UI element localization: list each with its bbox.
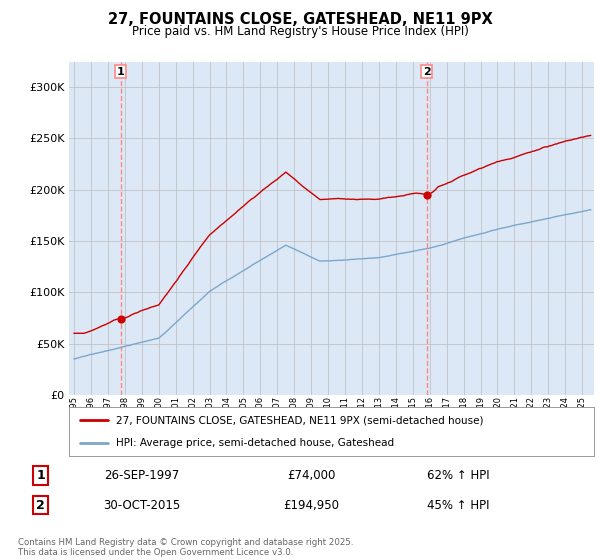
- Text: 27, FOUNTAINS CLOSE, GATESHEAD, NE11 9PX (semi-detached house): 27, FOUNTAINS CLOSE, GATESHEAD, NE11 9PX…: [116, 416, 484, 426]
- Text: Contains HM Land Registry data © Crown copyright and database right 2025.
This d: Contains HM Land Registry data © Crown c…: [18, 538, 353, 557]
- Text: HPI: Average price, semi-detached house, Gateshead: HPI: Average price, semi-detached house,…: [116, 438, 394, 448]
- Text: 30-OCT-2015: 30-OCT-2015: [103, 498, 181, 512]
- Text: 62% ↑ HPI: 62% ↑ HPI: [427, 469, 489, 482]
- Text: £194,950: £194,950: [283, 498, 339, 512]
- Text: 45% ↑ HPI: 45% ↑ HPI: [427, 498, 489, 512]
- Text: 26-SEP-1997: 26-SEP-1997: [104, 469, 180, 482]
- Text: 27, FOUNTAINS CLOSE, GATESHEAD, NE11 9PX: 27, FOUNTAINS CLOSE, GATESHEAD, NE11 9PX: [107, 12, 493, 27]
- Point: [116, 315, 125, 324]
- Text: 2: 2: [36, 498, 45, 512]
- Text: Price paid vs. HM Land Registry's House Price Index (HPI): Price paid vs. HM Land Registry's House …: [131, 25, 469, 38]
- Text: 1: 1: [117, 67, 125, 77]
- Point: [422, 190, 432, 199]
- Text: 1: 1: [36, 469, 45, 482]
- Text: £74,000: £74,000: [287, 469, 335, 482]
- Text: 2: 2: [423, 67, 431, 77]
